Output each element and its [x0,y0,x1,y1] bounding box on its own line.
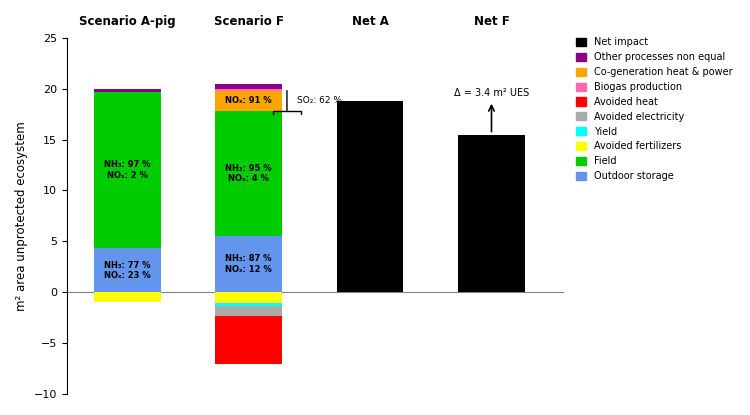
Y-axis label: m² area unprotected ecosystem: m² area unprotected ecosystem [15,121,28,311]
Bar [94,92,160,249]
Text: NH₃: 97 %
NOₓ: 2 %: NH₃: 97 % NOₓ: 2 % [104,160,151,180]
Bar [94,292,160,303]
Text: NH₃: 95 %
NOₓ: 4 %: NH₃: 95 % NOₓ: 4 % [226,164,272,183]
Bar [215,89,282,90]
Text: SO₂: 62 %: SO₂: 62 % [297,96,342,105]
Bar [215,316,282,364]
Bar [215,292,282,303]
Text: NOₓ: 91 %: NOₓ: 91 % [226,96,272,105]
Text: NH₃: 87 %
NOₓ: 12 %: NH₃: 87 % NOₓ: 12 % [225,254,272,273]
Bar [94,89,160,92]
Bar [215,111,282,236]
Bar [215,306,282,316]
Legend: Net impact, Other processes non equal, Co-generation heat & power, Biogas produc: Net impact, Other processes non equal, C… [574,35,734,183]
Bar [215,303,282,306]
Bar [458,135,525,292]
Text: NH₃: 77 %
NOₓ: 23 %: NH₃: 77 % NOₓ: 23 % [104,261,151,280]
Bar [94,249,160,292]
Bar [337,101,404,292]
Text: Δ = 3.4 m² UES: Δ = 3.4 m² UES [454,88,529,98]
Bar [215,236,282,292]
Bar [215,83,282,89]
Bar [215,90,282,111]
